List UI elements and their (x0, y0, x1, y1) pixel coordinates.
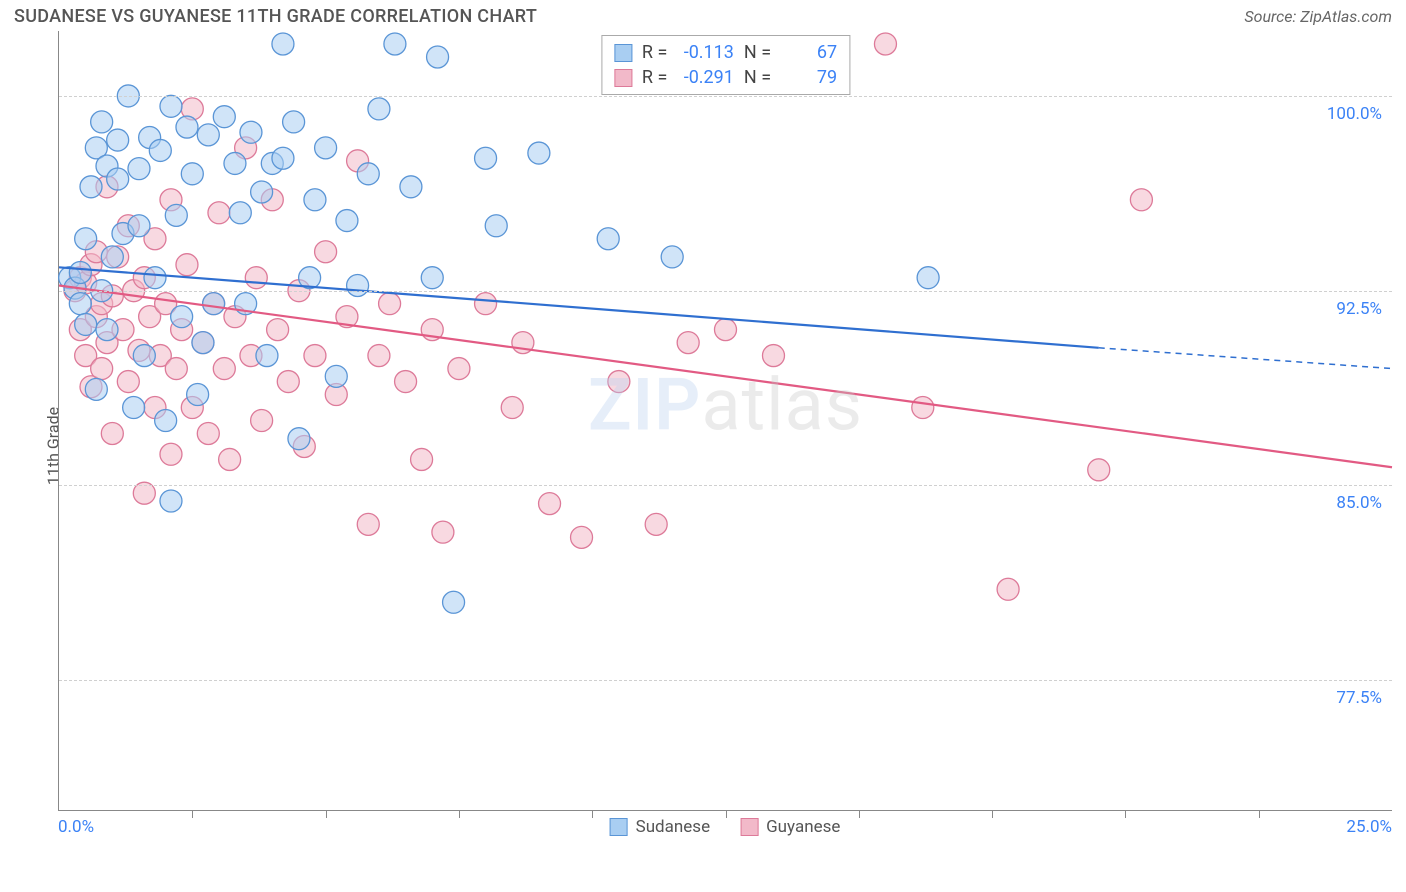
legend-label-guyanese: Guyanese (766, 817, 840, 837)
swatch-sudanese-icon (614, 44, 632, 62)
stats-n-value: 67 (781, 42, 837, 63)
x-axis-max-label: 25.0% (1346, 817, 1392, 837)
stats-row-guyanese: R = -0.291 N = 79 (614, 65, 837, 90)
legend-item-guyanese: Guyanese (740, 817, 840, 837)
chart-plot-area: ZIPatlas R = -0.113 N = 67 R = -0.291 N … (58, 31, 1392, 811)
scatter-plot-svg (59, 31, 1392, 810)
stats-r-value: -0.113 (678, 42, 734, 63)
stats-row-sudanese: R = -0.113 N = 67 (614, 40, 837, 65)
y-tick-label: 100.0% (1327, 104, 1382, 124)
stats-r-label: R = (642, 42, 668, 63)
stats-legend-box: R = -0.113 N = 67 R = -0.291 N = 79 (601, 35, 850, 95)
legend-item-sudanese: Sudanese (610, 817, 711, 837)
swatch-sudanese-icon (610, 818, 628, 836)
legend-label-sudanese: Sudanese (636, 817, 711, 837)
chart-source: Source: ZipAtlas.com (1244, 7, 1392, 26)
chart-title: SUDANESE VS GUYANESE 11TH GRADE CORRELAT… (14, 6, 537, 27)
x-axis-min-label: 0.0% (58, 817, 94, 837)
y-tick-label: 85.0% (1336, 493, 1382, 513)
legend-bottom: Sudanese Guyanese (610, 817, 841, 837)
stats-n-label: N = (744, 42, 771, 63)
y-tick-label: 92.5% (1336, 299, 1382, 319)
stats-r-value: -0.291 (678, 67, 734, 88)
stats-n-label: N = (744, 67, 771, 88)
stats-n-value: 79 (781, 67, 837, 88)
x-axis-row: 0.0% Sudanese Guyanese 25.0% (58, 817, 1392, 847)
swatch-guyanese-icon (614, 69, 632, 87)
swatch-guyanese-icon (740, 818, 758, 836)
stats-r-label: R = (642, 67, 668, 88)
y-tick-label: 77.5% (1336, 688, 1382, 708)
